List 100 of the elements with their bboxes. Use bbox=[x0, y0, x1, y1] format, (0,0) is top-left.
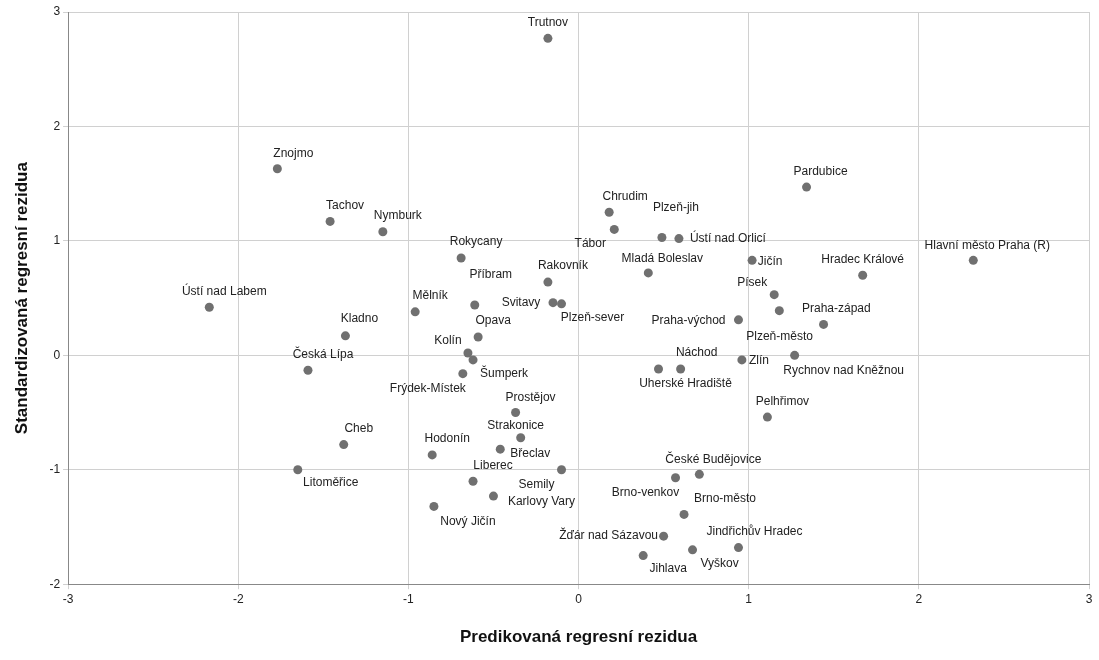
point bbox=[543, 277, 553, 287]
point bbox=[769, 290, 779, 300]
point bbox=[429, 501, 439, 511]
data-label: Karlovy Vary bbox=[507, 494, 576, 509]
data-label: Kolín bbox=[434, 333, 462, 348]
point bbox=[463, 348, 473, 358]
point bbox=[747, 255, 757, 265]
data-label: Mělník bbox=[412, 288, 449, 303]
point bbox=[688, 545, 698, 555]
data-label: Jindřichův Hradec bbox=[706, 523, 803, 538]
point bbox=[638, 551, 648, 561]
data-label: Písek bbox=[737, 274, 769, 289]
data-label: Frýdek-Místek bbox=[389, 380, 467, 395]
point bbox=[470, 300, 480, 310]
data-label: Hradec Králové bbox=[821, 251, 905, 266]
data-label: Hodonín bbox=[424, 431, 470, 446]
data-label: Brno-venkov bbox=[611, 485, 680, 500]
data-label: Uherské Hradiště bbox=[639, 376, 733, 391]
point bbox=[488, 491, 498, 501]
point bbox=[204, 302, 214, 312]
point bbox=[858, 270, 868, 280]
data-label: Chrudim bbox=[602, 188, 648, 203]
data-label: Nymburk bbox=[373, 208, 423, 223]
point bbox=[272, 164, 282, 174]
point bbox=[511, 408, 521, 418]
point bbox=[676, 364, 686, 374]
data-label: Svitavy bbox=[501, 294, 541, 309]
point bbox=[340, 331, 350, 341]
data-label: Tábor bbox=[574, 235, 606, 250]
data-label: Rokycany bbox=[449, 234, 503, 249]
data-label: Nový Jičín bbox=[440, 513, 496, 528]
point bbox=[968, 255, 978, 265]
data-label: Znojmo bbox=[273, 146, 314, 161]
data-label: Cheb bbox=[344, 420, 374, 435]
point bbox=[473, 332, 483, 342]
data-label: Plzeň-město bbox=[746, 328, 814, 343]
data-label: Prostějov bbox=[505, 389, 556, 404]
point bbox=[456, 253, 466, 263]
data-label: Šumperk bbox=[480, 365, 530, 381]
point bbox=[609, 224, 619, 234]
data-label: Strakonice bbox=[487, 418, 545, 433]
data-label: Kladno bbox=[340, 311, 379, 326]
point bbox=[293, 465, 303, 475]
data-label: Plzeň-sever bbox=[560, 310, 625, 325]
x-tick-label: 2 bbox=[915, 591, 923, 606]
point bbox=[557, 465, 567, 475]
data-label: Mladá Boleslav bbox=[621, 251, 703, 266]
x-tick-label: 0 bbox=[575, 591, 583, 606]
data-label: Rakovník bbox=[537, 258, 589, 273]
data-label: Jihlava bbox=[649, 560, 688, 575]
data-label: Pelhřimov bbox=[755, 394, 810, 409]
data-label: Náchod bbox=[675, 345, 718, 360]
data-label: Zlín bbox=[748, 353, 769, 368]
point bbox=[378, 227, 388, 237]
data-label: Pardubice bbox=[793, 164, 848, 179]
data-label: Litoměřice bbox=[303, 475, 359, 490]
point bbox=[516, 433, 526, 443]
point bbox=[790, 350, 800, 360]
point bbox=[659, 531, 669, 541]
x-tick-label: 3 bbox=[1085, 591, 1093, 606]
point bbox=[802, 182, 812, 192]
point bbox=[410, 307, 420, 317]
point bbox=[468, 476, 478, 486]
point bbox=[762, 412, 772, 422]
point bbox=[557, 299, 567, 309]
data-label: Ústí nad Orlicí bbox=[689, 229, 767, 245]
data-label: Jičín bbox=[757, 253, 783, 268]
point bbox=[674, 234, 684, 244]
data-label: Ústí nad Labem bbox=[181, 282, 267, 298]
x-axis-title: Predikovaná regresní rezidua bbox=[459, 627, 698, 647]
data-label: Vyškov bbox=[700, 556, 739, 571]
point bbox=[427, 450, 437, 460]
point bbox=[548, 298, 558, 308]
point bbox=[774, 306, 784, 316]
point bbox=[495, 444, 505, 454]
data-label: Praha-západ bbox=[801, 301, 871, 315]
point bbox=[819, 319, 829, 329]
x-tick-label: -3 bbox=[62, 591, 74, 606]
data-label: Břeclav bbox=[510, 446, 551, 461]
y-tick-label: 0 bbox=[53, 347, 61, 362]
point bbox=[468, 355, 478, 365]
data-label: Trutnov bbox=[527, 14, 569, 29]
data-label: Praha-východ bbox=[651, 313, 726, 328]
data-label: Semily bbox=[518, 477, 555, 492]
data-label: Opava bbox=[475, 313, 512, 328]
y-axis-title: Standardizovaná regresní rezidua bbox=[11, 161, 31, 435]
data-label: Hlavní město Praha (R) bbox=[924, 237, 1050, 252]
point bbox=[325, 216, 335, 226]
y-tick-label: 1 bbox=[53, 233, 61, 248]
y-tick-label: 2 bbox=[53, 118, 61, 133]
data-label: Česká Lípa bbox=[292, 345, 354, 361]
y-tick-label: -2 bbox=[49, 576, 61, 591]
data-label: Příbram bbox=[469, 267, 513, 282]
data-label: Plzeň-jih bbox=[652, 199, 699, 214]
x-tick-label: -1 bbox=[403, 591, 415, 606]
data-label: Brno-město bbox=[694, 490, 757, 505]
point bbox=[604, 207, 614, 217]
point bbox=[654, 364, 664, 374]
point bbox=[694, 469, 704, 479]
point bbox=[303, 365, 313, 375]
